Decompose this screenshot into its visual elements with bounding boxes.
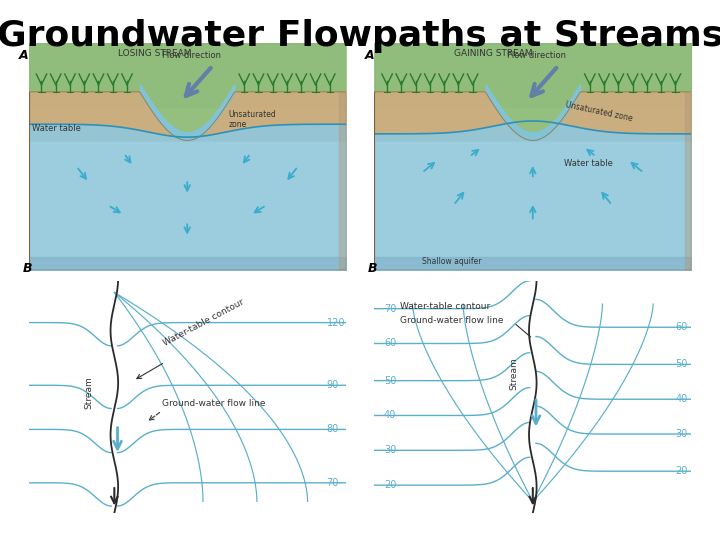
Text: A: A — [365, 49, 374, 63]
Text: 70: 70 — [327, 478, 339, 488]
Text: Stream: Stream — [84, 376, 94, 409]
Text: 120: 120 — [327, 318, 345, 328]
Text: LOSING STREAM: LOSING STREAM — [117, 49, 191, 58]
Text: 50: 50 — [675, 360, 688, 369]
Text: 80: 80 — [327, 424, 339, 434]
Text: 30: 30 — [384, 446, 396, 455]
Text: GAINING STREAM: GAINING STREAM — [454, 49, 532, 58]
Polygon shape — [374, 43, 691, 108]
Text: Stream: Stream — [509, 357, 518, 390]
Text: 30: 30 — [675, 429, 688, 439]
Text: Unsaturated zone: Unsaturated zone — [564, 100, 633, 123]
Text: Groundwater Flowpaths at Streams: Groundwater Flowpaths at Streams — [0, 19, 720, 53]
Text: 60: 60 — [675, 322, 688, 332]
Text: Flow direction: Flow direction — [508, 51, 567, 60]
Text: Flow direction: Flow direction — [162, 51, 221, 60]
Text: A: A — [19, 49, 29, 63]
Text: 70: 70 — [384, 303, 396, 314]
Text: 50: 50 — [384, 376, 396, 386]
Text: B: B — [368, 261, 377, 274]
Text: Ground-water flow line: Ground-water flow line — [162, 399, 266, 408]
Text: 60: 60 — [384, 339, 396, 348]
Text: Water table: Water table — [32, 124, 81, 133]
Text: 20: 20 — [384, 480, 396, 490]
Text: Shallow aquifer: Shallow aquifer — [422, 256, 482, 266]
Text: 40: 40 — [675, 394, 688, 404]
Text: 90: 90 — [327, 380, 339, 390]
Text: Unsaturated
zone: Unsaturated zone — [228, 110, 276, 130]
Text: 40: 40 — [384, 410, 396, 421]
Text: Water-table contour: Water-table contour — [400, 302, 490, 310]
Text: Water table: Water table — [564, 159, 613, 168]
Text: Water-table contour: Water-table contour — [162, 298, 246, 348]
Text: Ground-water flow line: Ground-water flow line — [400, 315, 503, 325]
Polygon shape — [29, 43, 346, 108]
Text: B: B — [22, 261, 32, 274]
Text: 20: 20 — [675, 466, 688, 476]
